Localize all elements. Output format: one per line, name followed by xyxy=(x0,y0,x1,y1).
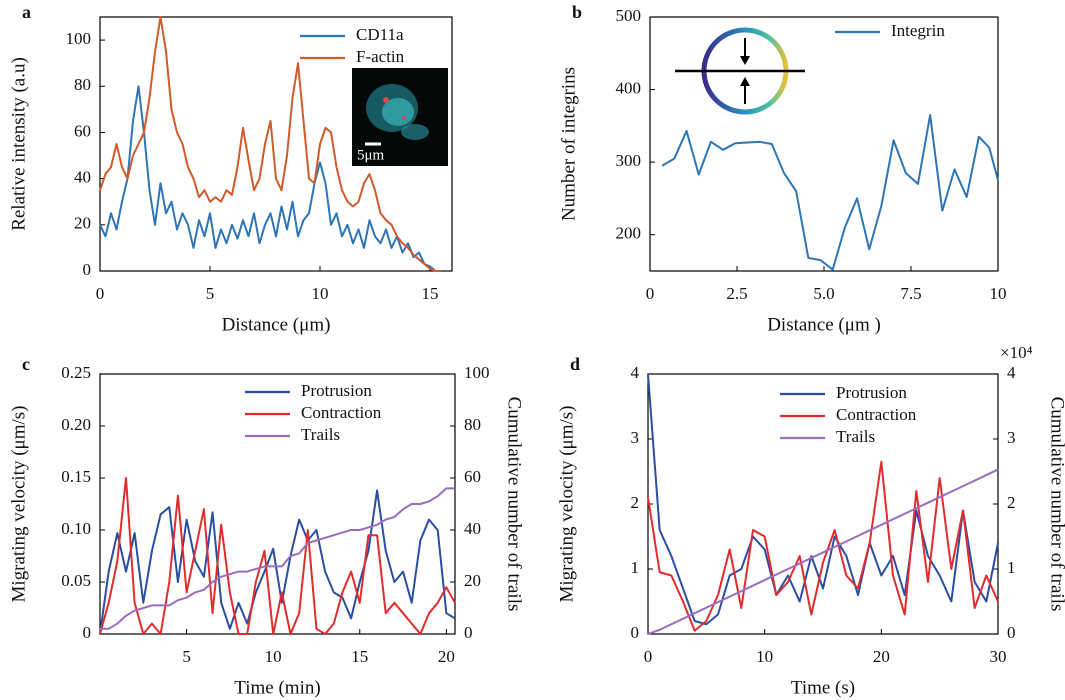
y-tick-label: 0.15 xyxy=(61,467,91,486)
y-tick-label: 0.20 xyxy=(61,415,91,434)
y-tick-label: 40 xyxy=(74,168,91,187)
y-tick-label: 2 xyxy=(631,493,640,512)
y-tick-label: 60 xyxy=(74,121,91,140)
y-tick-label: 4 xyxy=(631,363,640,382)
y-tick-label: 100 xyxy=(66,29,92,48)
y2-offset-label: ×10⁴ xyxy=(1000,343,1033,362)
y-tick-label: 0.25 xyxy=(61,363,91,382)
y-tick-label: 0.05 xyxy=(61,571,91,590)
x-tick-label: 30 xyxy=(990,647,1007,666)
inset-diagram xyxy=(675,27,805,115)
legend-label: Protrusion xyxy=(301,381,372,400)
y-tick-label: 0.10 xyxy=(61,519,91,538)
legend-label: Contraction xyxy=(301,403,382,422)
y2-tick-label: 0 xyxy=(1007,623,1016,642)
x-tick-label: 5.0 xyxy=(813,284,834,303)
legend-label: Trails xyxy=(301,425,340,444)
x-tick-label: 10 xyxy=(756,647,773,666)
plot-frame xyxy=(99,16,453,272)
data-line xyxy=(99,85,441,272)
data-line xyxy=(647,468,999,635)
plot-frame xyxy=(99,373,456,635)
panel-label: a xyxy=(22,2,31,22)
x-tick-label: 0 xyxy=(644,647,653,666)
panel-label: c xyxy=(22,354,30,374)
x-tick-label: 2.5 xyxy=(726,284,747,303)
x-tick-label: 5 xyxy=(182,647,191,666)
y-axis-title: Relative intensity (a.u) xyxy=(8,57,29,231)
x-tick-label: 20 xyxy=(873,647,890,666)
y-tick-label: 0 xyxy=(83,623,92,642)
panel-label: d xyxy=(570,354,580,374)
x-tick-label: 10 xyxy=(265,647,282,666)
y-tick-label: 400 xyxy=(616,78,642,97)
x-tick-label: 10 xyxy=(312,284,329,303)
x-tick-label: 15 xyxy=(351,647,368,666)
y2-axis-title: Cumulative number of trails xyxy=(504,397,525,612)
data-line xyxy=(647,373,999,626)
legend-label: Contraction xyxy=(836,405,917,424)
x-axis-title: Distance (μm ) xyxy=(767,314,881,335)
y-tick-label: 0 xyxy=(83,260,92,279)
y2-tick-label: 2 xyxy=(1007,493,1016,512)
y-tick-label: 20 xyxy=(74,214,91,233)
y2-tick-label: 20 xyxy=(464,571,481,590)
inset-scale-label: 5μm xyxy=(357,147,385,163)
data-line xyxy=(99,489,456,635)
y-tick-label: 1 xyxy=(631,558,640,577)
panel-label: b xyxy=(572,2,582,22)
y-tick-label: 300 xyxy=(616,151,642,170)
y2-tick-label: 1 xyxy=(1007,558,1016,577)
y-tick-label: 80 xyxy=(74,75,91,94)
x-axis-title: Distance (μm) xyxy=(222,314,331,335)
x-axis-title: Time (min) xyxy=(234,677,320,698)
x-tick-label: 7.5 xyxy=(900,284,921,303)
y2-tick-label: 100 xyxy=(464,363,490,382)
x-tick-label: 10 xyxy=(990,284,1007,303)
y2-tick-label: 60 xyxy=(464,467,481,486)
legend-label: Integrin xyxy=(891,21,945,40)
x-tick-label: 5 xyxy=(206,284,215,303)
data-line xyxy=(647,460,999,632)
plot-frame xyxy=(647,373,999,635)
data-line xyxy=(100,487,455,630)
y-tick-label: 200 xyxy=(616,224,642,243)
data-line xyxy=(99,16,441,272)
x-tick-label: 0 xyxy=(646,284,655,303)
y2-tick-label: 3 xyxy=(1007,428,1016,447)
plot-frame xyxy=(649,16,999,272)
y-axis-title: Migrating velocity (μm/s) xyxy=(556,406,577,603)
y-axis-title: Migrating velocity (μm/s) xyxy=(8,406,29,603)
legend-label: CD11a xyxy=(356,25,404,44)
legend-label: F-actin xyxy=(356,47,405,66)
legend-label: Protrusion xyxy=(836,383,907,402)
x-tick-label: 0 xyxy=(96,284,105,303)
y2-tick-label: 0 xyxy=(464,623,473,642)
y-tick-label: 3 xyxy=(631,428,640,447)
y2-tick-label: 40 xyxy=(464,519,481,538)
y-tick-label: 0 xyxy=(631,623,640,642)
data-line xyxy=(99,477,456,635)
y-axis-title: Number of integrins xyxy=(558,67,579,221)
inset-image: 5μm xyxy=(352,68,448,166)
x-tick-label: 20 xyxy=(438,647,455,666)
y2-tick-label: 80 xyxy=(464,415,481,434)
legend-label: Trails xyxy=(836,427,875,446)
x-axis-title: Time (s) xyxy=(791,677,855,698)
y2-tick-label: 4 xyxy=(1007,363,1016,382)
x-tick-label: 15 xyxy=(422,284,439,303)
y-tick-label: 500 xyxy=(616,6,642,25)
data-line xyxy=(661,113,999,271)
y2-axis-title: Cumulative number of trails xyxy=(1047,397,1065,612)
